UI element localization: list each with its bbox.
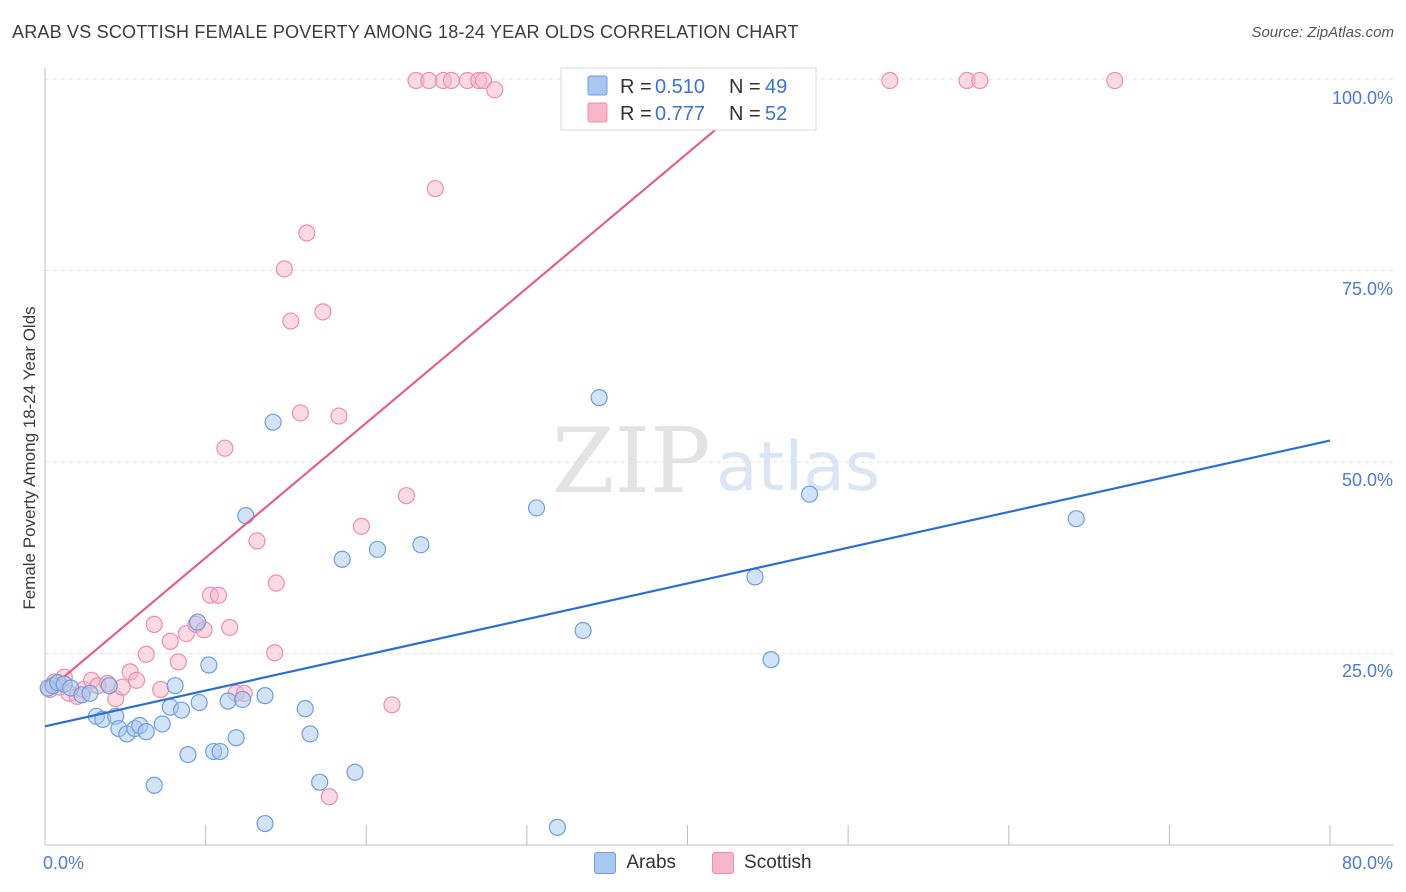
watermark-zip: ZIP (552, 409, 711, 514)
arabs-point-41 (527, 499, 546, 517)
arabs-point-45 (746, 568, 764, 586)
arabs-point-23 (190, 693, 208, 712)
arabs-point-27 (219, 692, 237, 710)
arabs-point-37 (333, 550, 351, 568)
stats-legend: R = 0.510 N = 49 R = 0.777 N = 52 (560, 67, 817, 131)
trend-lines (44, 78, 1331, 728)
scottish-point-32 (282, 312, 300, 330)
scottish-trend-line (63, 78, 777, 678)
scottish-point-53 (1106, 71, 1124, 90)
chart-title: ARAB VS SCOTTISH FEMALE POVERTY AMONG 18… (12, 22, 799, 42)
arabs-point-16 (145, 776, 163, 794)
scottish-point-42 (420, 71, 438, 90)
x-tick-label-80: 80.0% (1342, 853, 1393, 873)
arabs-point-31 (256, 814, 274, 833)
legend-label-arabs: Arabs (626, 852, 677, 873)
gridlines (45, 78, 1393, 654)
arabs-point-29 (233, 690, 252, 709)
arabs-point-17 (153, 715, 171, 733)
arabs-point-39 (368, 540, 387, 558)
legend-item-arabs: Arabs (594, 852, 676, 874)
arabs-point-48 (1067, 510, 1085, 528)
arabs-point-24 (200, 656, 218, 674)
arabs-point-38 (346, 763, 364, 781)
scottish-point-40 (397, 487, 416, 505)
arabs-trend-line (44, 439, 1331, 728)
legend-r-label-arabs: R = (620, 76, 657, 98)
scottish-point-48 (474, 71, 493, 90)
scottish-point-35 (314, 303, 332, 321)
scottish-point-18 (169, 653, 187, 671)
arabs-point-28 (227, 729, 245, 747)
arabs-point-21 (179, 746, 197, 764)
series-legend: Arabs Scottish (0, 852, 1406, 874)
arabs-point-44 (590, 389, 608, 407)
arabs-point-30 (237, 507, 255, 525)
scottish-point-30 (267, 574, 285, 592)
scottish-point-29 (266, 644, 284, 662)
legend-swatch-arabs-bottom (594, 852, 617, 874)
watermark-atlas: atlas (716, 428, 880, 507)
legend-r-value-scottish: 0.777 (655, 103, 705, 125)
legend-n-value-arabs: 49 (765, 76, 787, 98)
arabs-point-6 (81, 684, 99, 702)
scottish-point-37 (330, 407, 348, 425)
source-credit: Source: ZipAtlas.com (1251, 24, 1394, 41)
arabs-point-22 (188, 613, 207, 631)
arabs-point-40 (412, 536, 430, 554)
legend-label-scottish: Scottish (744, 852, 812, 873)
scottish-point-15 (145, 615, 163, 633)
scottish-point-13 (127, 671, 146, 689)
scottish-point-23 (209, 586, 228, 604)
scottish-point-28 (248, 532, 266, 550)
scottish-point-49 (486, 81, 504, 99)
scottish-point-17 (161, 632, 179, 650)
scottish-point-39 (383, 696, 401, 714)
y-tick-label-100: 100.0% (1332, 88, 1393, 108)
arabs-point-15 (137, 723, 155, 741)
legend-r-value-arabs: 0.510 (655, 76, 705, 98)
scottish-point-43 (426, 179, 444, 198)
y-tick-label-25: 25.0% (1342, 661, 1393, 681)
y-tick-label-75: 75.0% (1342, 279, 1393, 299)
arabs-point-46 (762, 651, 780, 669)
scottish-point-34 (298, 224, 316, 242)
legend-item-scottish: Scottish (712, 852, 812, 874)
arabs-point-47 (800, 485, 819, 503)
arabs-point-33 (264, 413, 282, 431)
scottish-point-24 (216, 439, 234, 457)
legend-n-value-scottish: 52 (765, 103, 787, 125)
legend-swatch-scottish-bottom (712, 852, 735, 874)
scottish-point-36 (320, 788, 338, 806)
scottish-point-16 (152, 680, 170, 699)
arabs-point-36 (311, 773, 329, 791)
legend-swatch-arabs (587, 75, 608, 96)
arabs-point-42 (548, 818, 566, 836)
arabs-point-32 (256, 687, 274, 705)
x-tick-label-0: 0.0% (43, 853, 84, 873)
arabs-point-20 (172, 701, 191, 719)
arabs-point-26 (211, 742, 229, 761)
scottish-point-33 (291, 404, 309, 422)
arabs-point-19 (166, 677, 184, 695)
y-tick-label-50: 50.0% (1342, 470, 1393, 490)
arabs-point-34 (296, 700, 314, 718)
arabs-point-9 (100, 677, 118, 695)
legend-r-label-scottish: R = (620, 103, 657, 125)
scottish-point-14 (137, 645, 155, 663)
arabs-point-35 (301, 725, 319, 743)
scottish-point-38 (352, 517, 371, 535)
scottish-point-50 (881, 71, 899, 90)
legend-n-label-scottish: N = (729, 103, 766, 125)
legend-swatch-scottish (587, 102, 608, 123)
y-axis-label: Female Poverty Among 18-24 Year Olds (20, 306, 39, 609)
legend-n-label-arabs: N = (729, 76, 766, 98)
scottish-point-31 (275, 260, 293, 278)
scottish-point-25 (221, 618, 239, 637)
scottish-point-52 (971, 71, 989, 90)
arabs-point-43 (574, 621, 592, 640)
scottish-point-45 (442, 71, 460, 90)
x-axis-ticks (205, 825, 1331, 845)
